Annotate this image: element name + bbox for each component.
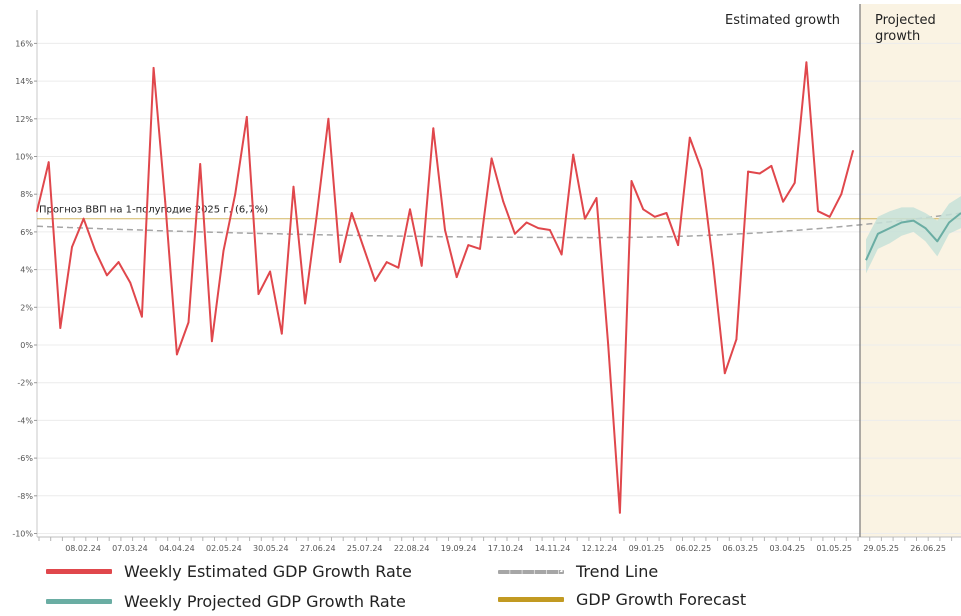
x-tick-label: 17.10.24 [488, 544, 524, 553]
y-axis-ticks: -10% -8% -6% -4% -2% 0% 2% 4% 6% 8% 10% 12% 14% 16% [12, 39, 37, 539]
estimated-growth-label: Estimated growth [725, 13, 840, 28]
x-tick-label: 19.09.24 [441, 544, 477, 553]
y-tick-label: 12% [15, 115, 33, 124]
legend-item-forecast: GDP Growth Forecast [498, 590, 746, 609]
projected-growth-line [865, 212, 961, 261]
x-tick-label: 01.05.25 [816, 544, 852, 553]
y-tick-label: 0% [20, 341, 33, 350]
gdp-growth-chart: -10% -8% -6% -4% -2% 0% 2% 4% 6% 8% 10% 12% 14% 16% 0… [12, 4, 961, 553]
y-tick-label: 2% [20, 303, 33, 312]
x-tick-label: 14.11.24 [535, 544, 571, 553]
projected-growth-label: Projected growth [875, 13, 936, 44]
legend-swatch-forecast [498, 597, 564, 602]
x-tick-label: 04.04.24 [159, 544, 195, 553]
y-tick-label: -10% [12, 530, 33, 539]
y-tick-label: 16% [15, 39, 33, 48]
estimated-growth-line [36, 61, 854, 514]
legend-label-forecast: GDP Growth Forecast [576, 590, 747, 609]
y-tick-label: -4% [17, 416, 33, 425]
x-tick-label: 09.01.25 [629, 544, 665, 553]
y-tick-label: 8% [20, 190, 33, 199]
y-tick-label: -6% [17, 454, 33, 463]
y-tick-label: 4% [20, 266, 33, 275]
legend-swatch-projected [46, 599, 112, 604]
gridlines [37, 42, 961, 534]
x-tick-label: 06.03.25 [722, 544, 758, 553]
y-tick-label: -8% [17, 492, 33, 501]
legend-swatch-estimated [46, 569, 112, 574]
y-tick-label: 6% [20, 228, 33, 237]
legend-label-estimated: Weekly Estimated GDP Growth Rate [124, 562, 412, 581]
forecast-annotation: Прогноз ВВП на 1-полугодие 2025 г. (6,7%… [39, 205, 268, 216]
x-tick-label: 06.02.25 [676, 544, 712, 553]
projected-growth-label-line: growth [875, 29, 920, 44]
legend: Weekly Estimated GDP Growth Rate Trend L… [0, 556, 961, 616]
legend-item-projected: Weekly Projected GDP Growth Rate [46, 592, 406, 611]
legend-swatch-trend [498, 569, 564, 574]
y-tick-label: -2% [17, 379, 33, 388]
x-tick-label: 03.04.25 [769, 544, 805, 553]
x-tick-label: 12.12.24 [582, 544, 618, 553]
legend-item-estimated: Weekly Estimated GDP Growth Rate [46, 562, 412, 581]
x-tick-label: 07.03.24 [112, 544, 148, 553]
projected-growth-label-line: Projected [875, 13, 936, 28]
legend-label-trend: Trend Line [576, 562, 659, 581]
x-tick-label: 22.08.24 [394, 544, 430, 553]
y-tick-label: 10% [15, 153, 33, 162]
x-tick-label: 29.05.25 [863, 544, 899, 553]
x-axis-ticks: 08.02.24 07.03.24 04.04.24 02.05.24 30.05.24… [38, 537, 953, 553]
x-tick-label: 08.02.24 [65, 544, 101, 553]
x-tick-label: 27.06.24 [300, 544, 336, 553]
trend-line [36, 212, 961, 239]
x-tick-label: 02.05.24 [206, 544, 242, 553]
x-tick-label: 25.07.24 [347, 544, 383, 553]
projected-growth-region [860, 4, 961, 537]
legend-item-trend: Trend Line [498, 562, 658, 581]
y-tick-label: 14% [15, 77, 33, 86]
projected-confidence-band [866, 196, 961, 274]
x-tick-label: 26.06.25 [910, 544, 946, 553]
x-tick-label: 30.05.24 [253, 544, 289, 553]
legend-label-projected: Weekly Projected GDP Growth Rate [124, 592, 406, 611]
